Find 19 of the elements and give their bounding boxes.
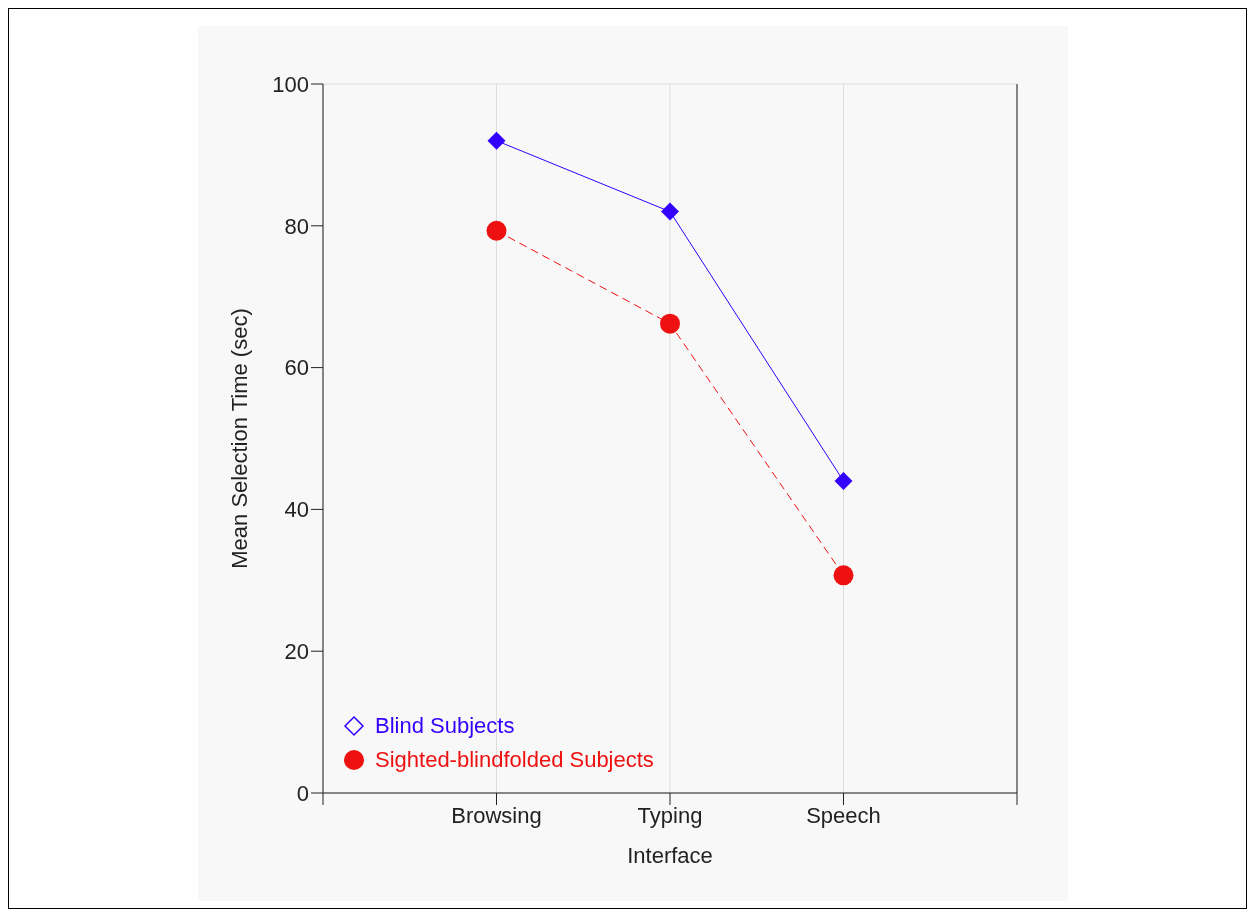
- point: [834, 472, 853, 491]
- x-tick-label: Browsing: [451, 802, 542, 828]
- point: [660, 313, 680, 334]
- y-tick-label: 80: [284, 213, 309, 239]
- point: [487, 131, 506, 150]
- legend-label: Sighted-blindfolded Subjects: [375, 747, 654, 773]
- x-tick-label: Typing: [637, 802, 703, 828]
- y-tick-label: 20: [284, 639, 309, 665]
- point: [661, 202, 679, 221]
- y-tick-label: 60: [284, 355, 309, 381]
- x-tick-label: Speech: [806, 802, 881, 828]
- y-tick-label: 0: [296, 780, 309, 806]
- y-tick-label: 40: [284, 497, 309, 523]
- point: [486, 220, 507, 241]
- legend-label: Blind Subjects: [375, 713, 515, 739]
- y-tick-label: 100: [272, 71, 309, 97]
- x-axis-title: Interface: [627, 843, 713, 868]
- point: [833, 565, 854, 586]
- y-axis-title: Mean Selection Time (sec): [226, 308, 252, 569]
